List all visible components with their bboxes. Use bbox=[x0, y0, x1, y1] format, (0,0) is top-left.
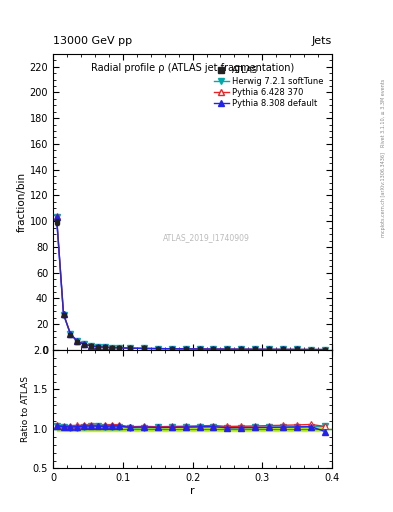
Text: Jets: Jets bbox=[312, 36, 332, 46]
Text: mcplots.cern.ch [arXiv:1306.3436]: mcplots.cern.ch [arXiv:1306.3436] bbox=[381, 152, 386, 237]
Text: Rivet 3.1.10, ≥ 3.3M events: Rivet 3.1.10, ≥ 3.3M events bbox=[381, 78, 386, 147]
Y-axis label: Ratio to ATLAS: Ratio to ATLAS bbox=[21, 376, 30, 442]
Text: Radial profile ρ (ATLAS jet fragmentation): Radial profile ρ (ATLAS jet fragmentatio… bbox=[91, 62, 294, 73]
Text: ATLAS_2019_I1740909: ATLAS_2019_I1740909 bbox=[163, 233, 250, 242]
Text: 13000 GeV pp: 13000 GeV pp bbox=[53, 36, 132, 46]
Y-axis label: fraction/bin: fraction/bin bbox=[17, 172, 27, 232]
X-axis label: r: r bbox=[190, 486, 195, 496]
Legend: ATLAS, Herwig 7.2.1 softTune, Pythia 6.428 370, Pythia 8.308 default: ATLAS, Herwig 7.2.1 softTune, Pythia 6.4… bbox=[212, 64, 325, 110]
